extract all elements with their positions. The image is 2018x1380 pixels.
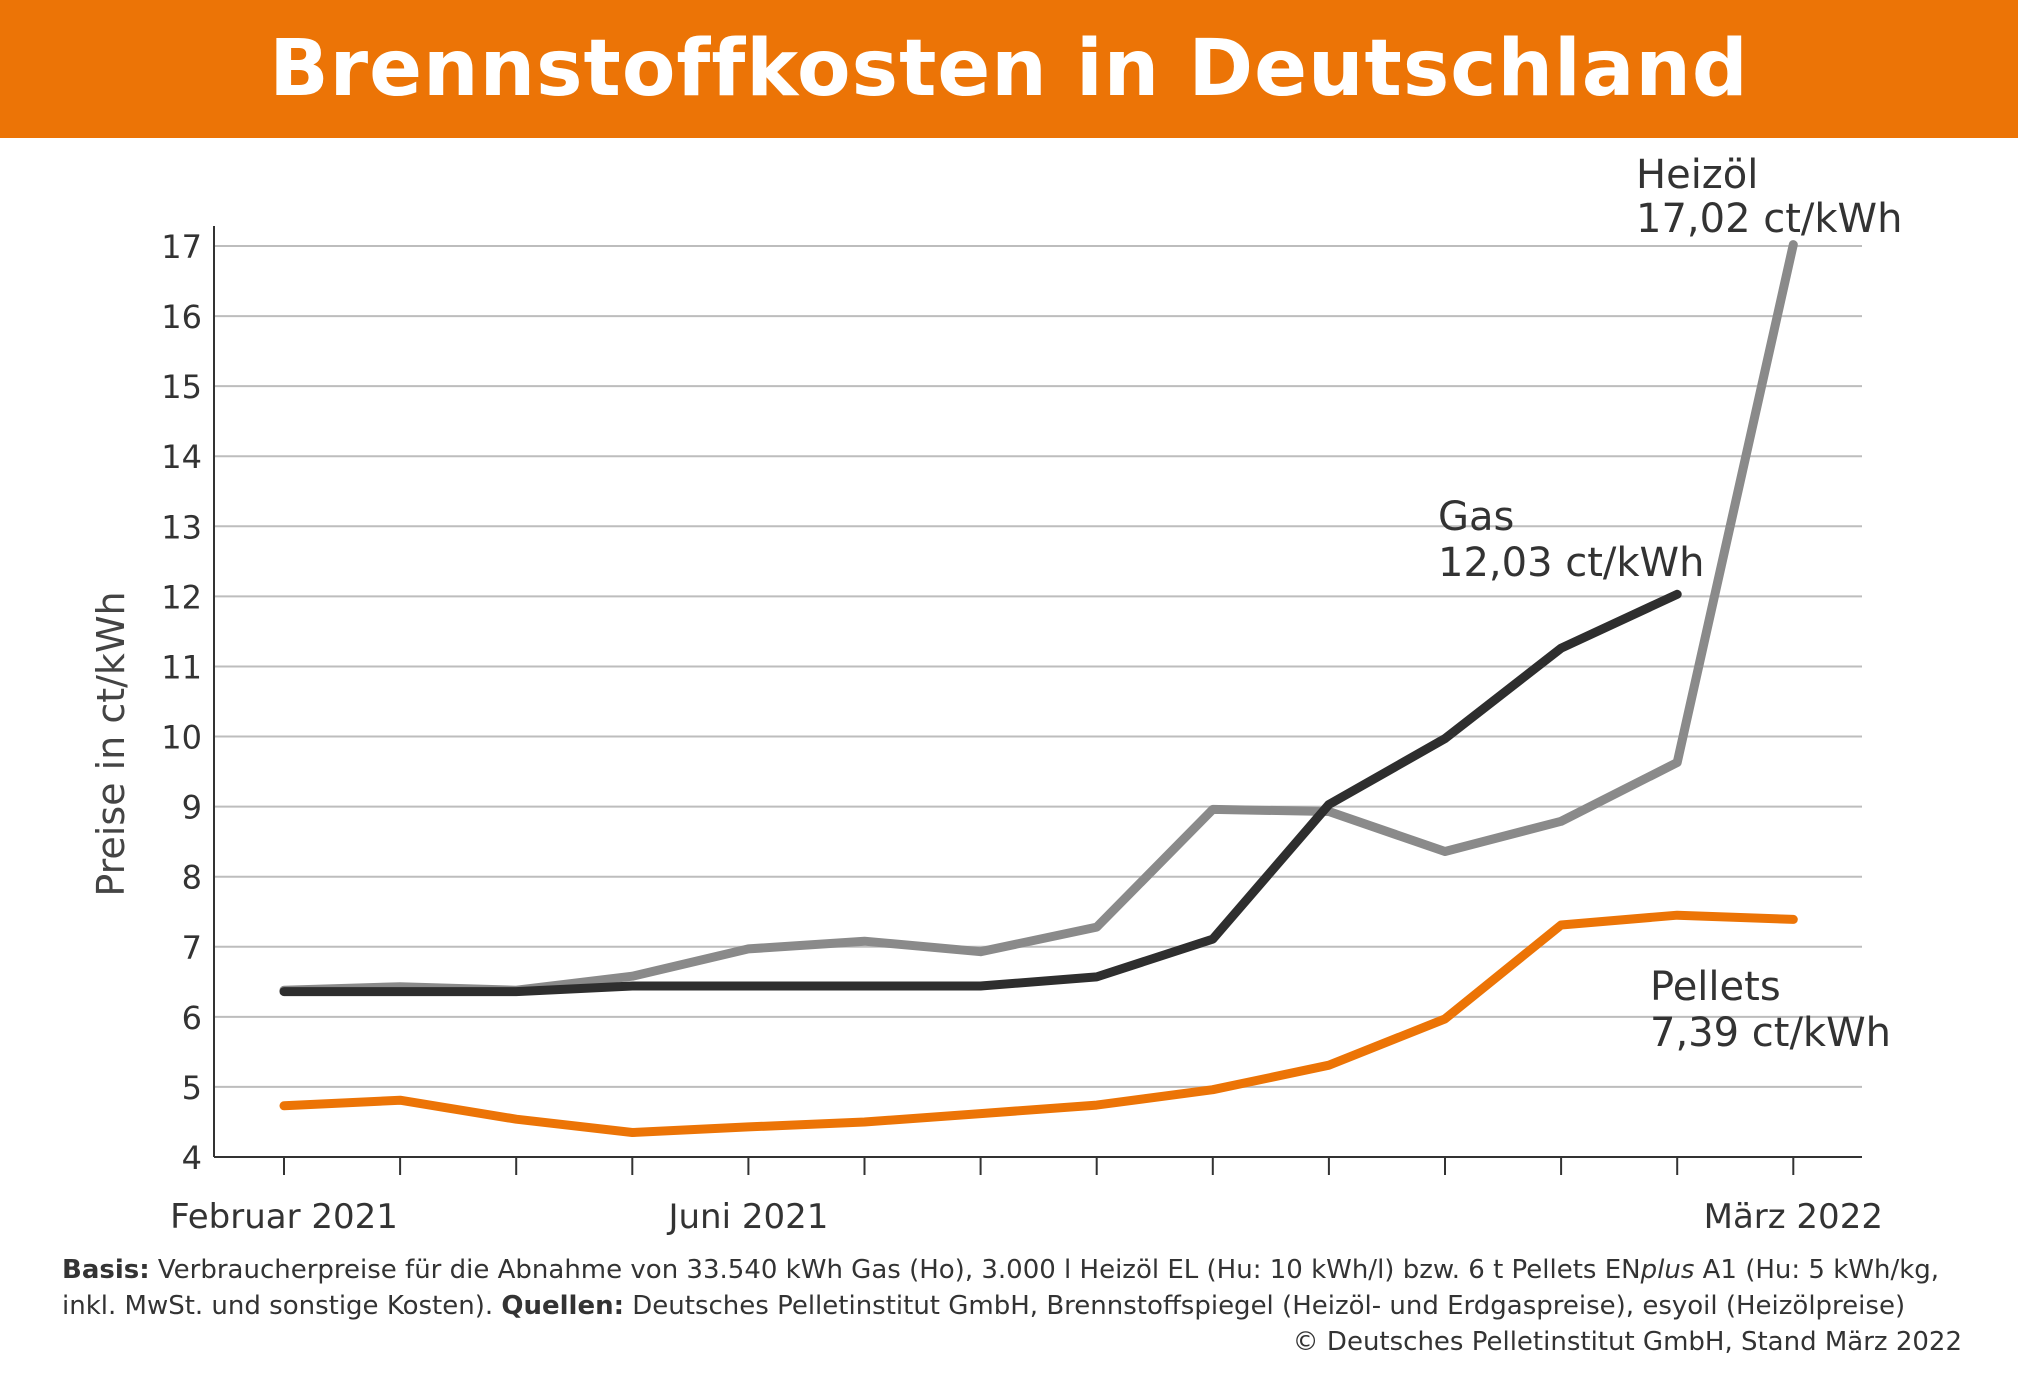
footer-line2-b: Deutsches Pelletinstitut GmbH, Brennstof…	[624, 1291, 1906, 1321]
y-tick-label: 16	[161, 298, 202, 336]
y-tick-label: 9	[182, 789, 202, 827]
y-tick-label: 5	[182, 1069, 202, 1107]
x-tick-label: März 2022	[1704, 1197, 1883, 1237]
y-tick-label: 11	[161, 648, 202, 686]
footer-line-2: inkl. MwSt. und sonstige Kosten). Quelle…	[62, 1288, 1962, 1324]
x-tick-label: Februar 2021	[170, 1197, 398, 1237]
annotation-value: 12,03 ct/kWh	[1438, 540, 1704, 586]
y-tick-label: 15	[161, 368, 202, 406]
y-tick-label: 4	[182, 1139, 202, 1177]
basis-text-b: A1 (Hu: 5 kWh/kg,	[1694, 1255, 1940, 1285]
annotation-value: 17,02 ct/kWh	[1636, 196, 1902, 242]
line-chart: 4 5 6 7 8 9 10 11 12 13 14 15 16 17 Februar 2021 Juni 2…	[89, 152, 1902, 1237]
y-tick-label: 7	[182, 929, 202, 967]
basis-plus: plus	[1640, 1255, 1695, 1285]
footer-line-1: Basis: Verbraucherpreise für die Abnahme…	[62, 1252, 1962, 1288]
annotation-name: Heizöl	[1636, 152, 1758, 198]
footer-line2-a: inkl. MwSt. und sonstige Kosten).	[62, 1291, 502, 1321]
y-tick-label: 17	[161, 228, 202, 266]
y-tick-label: 12	[161, 578, 202, 616]
footer-notes: Basis: Verbraucherpreise für die Abnahme…	[62, 1252, 1962, 1360]
quellen-label: Quellen:	[501, 1291, 624, 1321]
annotation-name: Gas	[1438, 494, 1514, 540]
y-tick-label: 14	[161, 438, 202, 476]
y-tick-label: 13	[161, 508, 202, 546]
series-line-heizoel	[279, 240, 1798, 995]
series-line-pellets	[279, 910, 1798, 1137]
x-tick-label: Juni 2021	[666, 1197, 828, 1237]
basis-label: Basis:	[62, 1255, 150, 1285]
title-banner: Brennstoffkosten in Deutschland	[0, 0, 2018, 138]
y-tick-label: 6	[182, 999, 202, 1037]
y-tick-label: 8	[182, 859, 202, 897]
annotation-value: 7,39 ct/kWh	[1650, 1010, 1891, 1056]
y-axis-label: Preise in ct/kWh	[89, 591, 133, 896]
basis-text-a: Verbraucherpreise für die Abnahme von 33…	[149, 1255, 1641, 1285]
chart-title: Brennstoffkosten in Deutschland	[269, 24, 1749, 114]
series-line-gas	[279, 589, 1682, 997]
y-tick-label: 10	[161, 719, 202, 757]
annotation-name: Pellets	[1650, 964, 1781, 1010]
footer-copyright: © Deutsches Pelletinstitut GmbH, Stand M…	[1292, 1327, 1962, 1357]
